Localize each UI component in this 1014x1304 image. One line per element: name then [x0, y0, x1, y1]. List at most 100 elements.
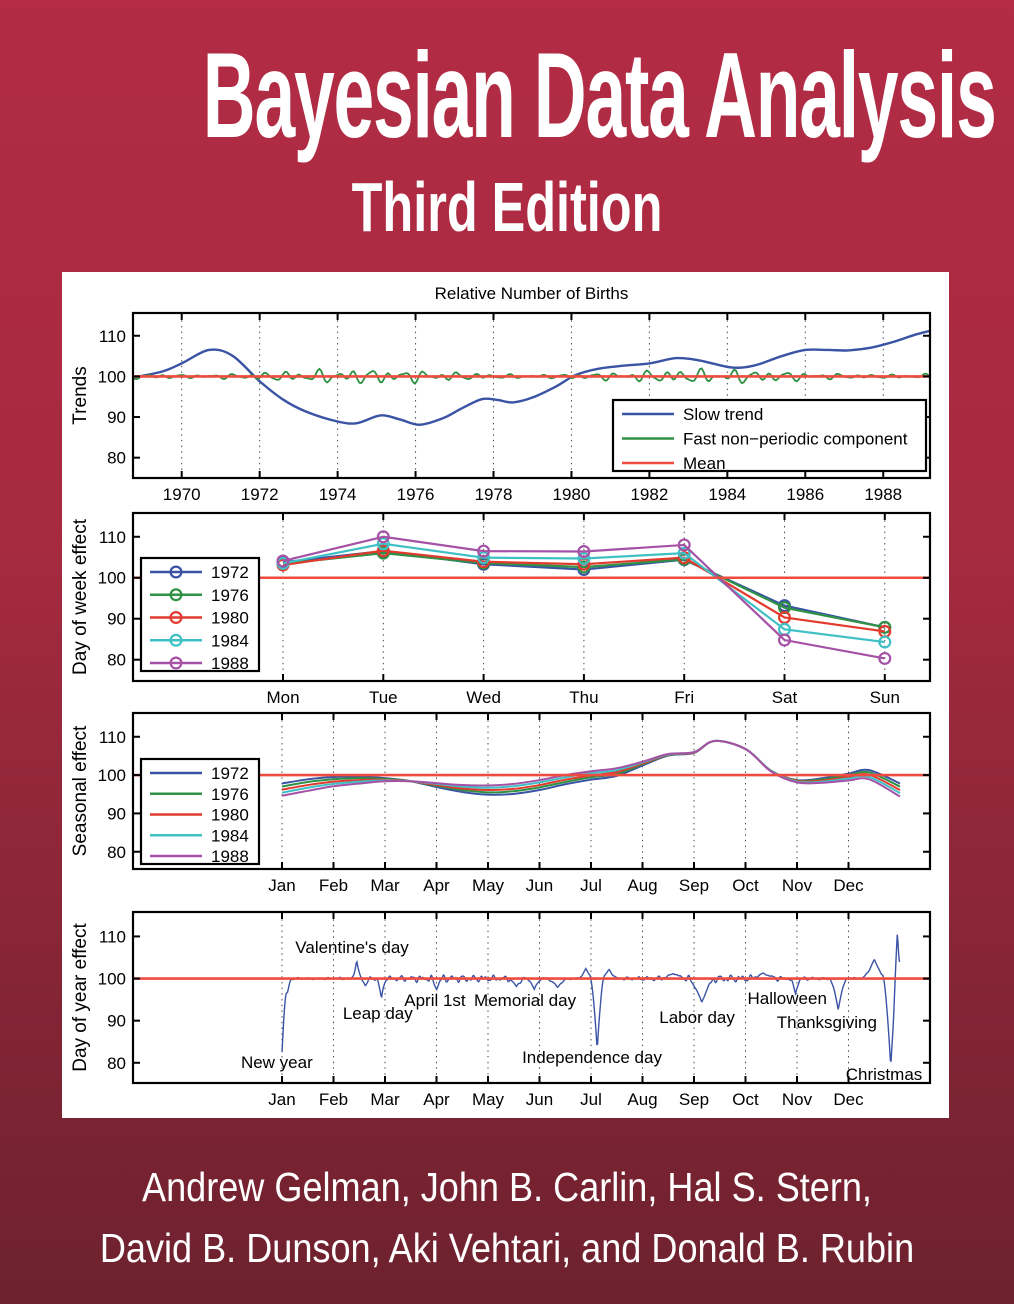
y-tick-label: 110 [99, 528, 126, 547]
x-tick-label: 1970 [163, 485, 201, 504]
axes-frame [131, 311, 932, 480]
axes-frame [131, 511, 932, 683]
series-1976 [282, 552, 886, 629]
x-tick-label: Sep [679, 876, 709, 895]
marker-1984 [677, 546, 691, 560]
x-tick-label: Wed [466, 688, 501, 707]
y-tick-label: 100 [98, 766, 126, 785]
day-of-week-chart: Mon Tue Wed Thu Fri Sat Sun 80 90 100 110 Day of we… [70, 511, 932, 707]
ticks-and-labels: Mon Tue Wed Thu Fri Sat Sun 80 90 100 110 [98, 513, 930, 707]
series-1988 [282, 535, 885, 660]
annotation: Halloween [748, 989, 827, 1008]
birthday-figure: 1970 1972 1974 1976 1978 1980 1982 1984 1986 1988… [70, 284, 932, 1109]
x-tick-label: Jul [580, 876, 602, 895]
legend-label: 1984 [211, 826, 249, 845]
legend-label: Mean [683, 454, 726, 473]
x-tick-label: Feb [319, 1090, 348, 1109]
x-tick-label: Nov [782, 1090, 813, 1109]
x-tick-label: 1978 [475, 485, 513, 504]
annotation: New year [241, 1053, 313, 1072]
x-tick-label: 1986 [786, 485, 824, 504]
y-axis-label: Trends [70, 366, 91, 424]
y-axis-label: Day of week effect [70, 518, 91, 675]
y-axis-label: Day of year effect [70, 923, 91, 1072]
x-tick-label: Aug [627, 876, 657, 895]
legend: Slow trend Fast non−periodic component Mea… [611, 398, 928, 473]
x-tick-label: Dec [833, 876, 864, 895]
x-tick-label: Oct [732, 876, 759, 895]
y-tick-label: 110 [99, 327, 126, 346]
y-tick-label: 100 [98, 569, 126, 588]
ticks-and-labels: 1970 1972 1974 1976 1978 1980 1982 1984 1986 1988… [98, 313, 930, 504]
x-tick-label: Apr [423, 1090, 450, 1109]
legend-marker-sample [169, 633, 183, 647]
series-1984 [282, 542, 885, 644]
series-1988 [281, 739, 901, 798]
marker-1984 [577, 551, 591, 565]
annotation: Valentine's day [295, 938, 409, 957]
x-tick-label: Aug [627, 1090, 657, 1109]
x-tick-label: Apr [423, 876, 450, 895]
marker-1988 [276, 554, 290, 568]
marker-1988 [477, 544, 491, 558]
figure-panel: 1970 1972 1974 1976 1978 1980 1982 1984 1986 1988… [62, 272, 949, 1118]
x-tick-label: Oct [732, 1090, 759, 1109]
y-tick-label: 80 [107, 1054, 126, 1073]
x-tick-label: 1974 [319, 485, 357, 504]
y-axis-label: Seasonal effect [70, 725, 91, 856]
y-tick-label: 100 [98, 367, 126, 386]
x-tick-label: Thu [569, 688, 598, 707]
legend-label: Slow trend [683, 405, 763, 424]
book-title: Bayesian Data Analysis [202, 27, 997, 163]
seasonal-chart: Jan Feb Mar Apr May Jun Jul Aug Sep Oct Nov Dec 80 90… [70, 711, 932, 895]
legend-label: 1980 [211, 806, 249, 825]
legend-label: 1976 [211, 785, 249, 804]
x-tick-label: Sep [679, 1090, 709, 1109]
x-tick-label: Feb [319, 876, 348, 895]
x-tick-label: 1980 [553, 485, 591, 504]
x-tick-label: Dec [833, 1090, 864, 1109]
x-tick-label: Jan [268, 1090, 295, 1109]
marker-1988 [376, 530, 390, 544]
x-tick-label: Sun [870, 688, 900, 707]
x-tick-label: 1982 [630, 485, 668, 504]
ticks-and-labels: Jan Feb Mar Apr May Jun Jul Aug Sep Oct Nov Dec 80 90… [98, 912, 930, 1109]
legend-label: Fast non−periodic component [683, 430, 908, 449]
ticks-and-labels: Jan Feb Mar Apr May Jun Jul Aug Sep Oct Nov Dec 80 90… [98, 713, 930, 895]
authors-line-1: Andrew Gelman, John B. Carlin, Hal S. St… [142, 1164, 872, 1210]
legend-label: 1976 [211, 586, 249, 605]
y-tick-label: 90 [107, 408, 126, 427]
legend-label: 1972 [211, 563, 249, 582]
x-tick-label: 1972 [241, 485, 279, 504]
x-tick-label: Jul [580, 1090, 602, 1109]
legend-label: 1988 [211, 654, 249, 673]
legend-marker-sample [169, 610, 183, 624]
y-tick-label: 110 [99, 728, 126, 747]
axes-frame [131, 711, 932, 871]
legend-marker-sample [169, 565, 183, 579]
x-tick-label: Jan [268, 876, 295, 895]
y-tick-label: 90 [107, 610, 126, 629]
book-edition: Third Edition [351, 168, 663, 246]
series-Slow trend [132, 329, 931, 426]
marker-1984 [376, 537, 390, 551]
chart-title: Relative Number of Births [435, 284, 629, 303]
y-tick-label: 90 [107, 804, 126, 823]
x-tick-label: Tue [369, 688, 398, 707]
gridlines [281, 714, 849, 868]
annotation: Labor day [659, 1008, 735, 1027]
x-tick-label: 1976 [397, 485, 435, 504]
x-tick-label: Mar [370, 1090, 400, 1109]
y-tick-label: 110 [99, 927, 126, 946]
legend-label: 1988 [211, 847, 249, 866]
marker-1988 [577, 545, 591, 559]
legend-label: 1972 [211, 764, 249, 783]
trends-chart: 1970 1972 1974 1976 1978 1980 1982 1984 1986 1988… [70, 284, 932, 504]
legend-marker-sample [169, 588, 183, 602]
day-of-year-chart: Jan Feb Mar Apr May Jun Jul Aug Sep Oct Nov Dec 80 90… [70, 910, 932, 1109]
marker-1988 [777, 633, 791, 647]
y-tick-label: 80 [107, 449, 126, 468]
annotation: Leap day [343, 1004, 413, 1023]
